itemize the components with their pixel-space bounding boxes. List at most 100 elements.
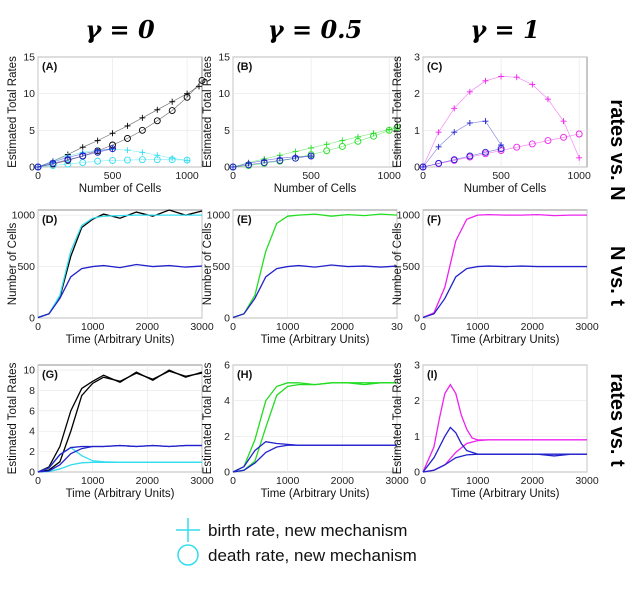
x-tick-label: 2000 <box>136 321 160 333</box>
data-point-plus <box>466 88 473 95</box>
data-point-circle <box>138 126 146 134</box>
data-point-plus <box>466 120 473 126</box>
x-tick-label: 500 <box>492 170 510 182</box>
y-tick-label: 0 <box>224 162 230 174</box>
panel-e: 0 1000 2000 30 0 500 1000 (E) Time (Arbitrary Un… <box>202 209 403 346</box>
x-tick-label: 3000 <box>190 321 214 333</box>
x-tick-label: 500 <box>104 170 122 182</box>
panel-label: (C) <box>427 61 443 73</box>
y-tick-label: 0 <box>414 162 420 174</box>
x-tick-label: 2000 <box>331 475 355 487</box>
y-tick-label: 5 <box>29 125 35 137</box>
data-point-plus <box>435 143 442 150</box>
x-tick-label: 3000 <box>190 475 214 487</box>
y-tick-label: 15 <box>218 52 230 64</box>
x-axis-label: Number of Cells <box>464 183 547 195</box>
y-tick-label: 0 <box>414 467 420 479</box>
x-tick-label: 3000 <box>575 321 599 333</box>
series-line <box>422 265 587 319</box>
x-tick-label: 0 <box>35 321 41 333</box>
x-axis-label: Time (Arbitrary Units) <box>261 488 370 500</box>
y-tick-label: 0 <box>224 467 230 479</box>
y-tick-label: 3 <box>414 52 420 64</box>
data-point-circle <box>385 126 393 134</box>
panel-label: (A) <box>42 61 58 73</box>
series-death-blue <box>34 145 116 171</box>
series-n-blue <box>37 263 203 319</box>
data-point-circle <box>183 93 191 101</box>
x-tick-label: 0 <box>230 475 236 487</box>
data-point-plus <box>184 157 191 164</box>
x-axis-label: Number of Cells <box>274 183 357 195</box>
x-axis-label: Time (Arbitrary Units) <box>451 488 560 500</box>
y-tick-label: 0 <box>29 313 35 325</box>
x-tick-label: 0 <box>35 170 41 182</box>
x-tick-label: 3000 <box>385 475 409 487</box>
plot-area <box>422 364 588 473</box>
data-point-circle <box>544 137 552 145</box>
data-point-circle <box>138 156 146 164</box>
y-tick-label: 1 <box>414 125 420 137</box>
series-trace <box>422 120 502 168</box>
series-line <box>232 444 397 473</box>
data-point-plus <box>169 98 176 105</box>
data-point-circle <box>124 134 131 142</box>
panel-h: 0 1000 2000 3000 0 2 4 6 (H) Time (Arbitrary Unit… <box>202 360 409 501</box>
data-point-circle <box>419 163 427 171</box>
data-point-circle <box>183 156 191 164</box>
data-point-circle <box>79 159 87 167</box>
data-point-circle <box>466 152 474 160</box>
data-point-plus <box>354 133 361 140</box>
x-tick-label: 0 <box>230 321 236 333</box>
series-n-blue <box>422 265 587 319</box>
x-tick-label: 1000 <box>378 170 402 182</box>
y-tick-label: 10 <box>23 88 35 100</box>
data-point-circle <box>292 154 299 162</box>
data-point-circle <box>198 77 206 84</box>
data-point-circle <box>323 147 331 155</box>
panel-c: 0 500 1000 0 1 2 3 (C) Number of Cells Estimated … <box>392 52 591 196</box>
series-line <box>232 382 397 473</box>
data-point-circle <box>307 152 315 160</box>
column-title-gamma-0-5: γ = 0.5 <box>268 15 362 44</box>
x-tick-label: 30 <box>391 321 403 333</box>
data-point-circle <box>34 163 42 171</box>
panel-label: (F) <box>427 214 441 226</box>
x-tick-label: 1000 <box>276 321 300 333</box>
data-point-plus <box>544 96 551 103</box>
row-title-n-vs-t: N vs. t <box>606 246 628 306</box>
data-point-circle <box>153 117 161 125</box>
series-death-blue <box>229 152 315 171</box>
x-tick-label: 2000 <box>136 475 160 487</box>
x-tick-label: 2000 <box>521 321 545 333</box>
data-point-circle <box>229 163 237 171</box>
series-trace <box>422 133 580 168</box>
data-point-circle <box>109 156 116 164</box>
data-point-plus <box>560 118 567 125</box>
data-point-circle <box>260 159 268 167</box>
y-tick-label: 6 <box>29 405 35 417</box>
y-tick-label: 1 <box>414 431 420 443</box>
data-point-plus <box>513 74 520 81</box>
data-point-plus <box>498 142 505 148</box>
x-tick-label: 1000 <box>81 475 105 487</box>
series-n-blue <box>232 264 398 319</box>
series-trace <box>232 127 398 168</box>
data-point-circle <box>513 143 521 151</box>
data-point-plus <box>498 73 505 80</box>
panel-label: (E) <box>237 214 252 226</box>
x-tick-label: 2000 <box>331 321 355 333</box>
x-tick-label: 1000 <box>81 321 105 333</box>
data-point-plus <box>451 105 458 112</box>
data-point-plus <box>154 106 161 113</box>
row-title-rates-vs-t: rates vs. t <box>606 373 628 467</box>
x-tick-label: 1000 <box>466 321 490 333</box>
y-tick-label: 5 <box>224 125 230 137</box>
series-death <box>37 370 203 473</box>
series-death-blue <box>419 145 505 171</box>
y-tick-label: 0 <box>224 313 230 325</box>
y-tick-label: 2 <box>414 395 420 407</box>
plot-area <box>232 56 398 168</box>
data-point-circle <box>276 156 284 164</box>
y-tick-label: 2 <box>29 446 35 458</box>
